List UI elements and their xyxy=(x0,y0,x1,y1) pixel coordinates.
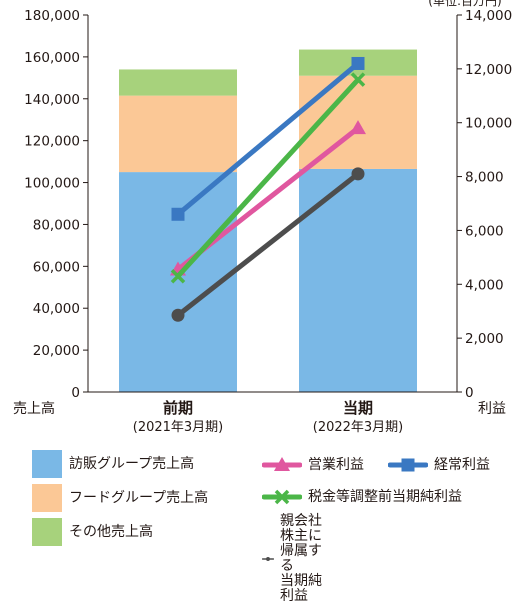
line-series-3 xyxy=(175,171,361,318)
legend-item-line-0: 営業利益 xyxy=(262,456,364,474)
unit-note: (単位:百万円) xyxy=(428,0,501,8)
axes-group xyxy=(87,15,458,393)
legend-marker-symbol xyxy=(274,457,290,471)
line-series-2 xyxy=(175,77,361,279)
line-series-1 xyxy=(175,60,361,217)
legend-label: 経常利益 xyxy=(434,457,490,473)
bar-0-1 xyxy=(299,168,417,392)
line-point-0-1 xyxy=(350,120,366,135)
category-sublabel: (2022年3月期) xyxy=(313,420,404,435)
left-tick-label: 40,000 xyxy=(33,301,80,317)
bar-2-0 xyxy=(119,69,237,96)
chart: 0 20,000 40,000 60,000 80,000 100,000 120,000 1… xyxy=(13,0,512,435)
line-point-1-0 xyxy=(171,207,185,221)
bars-group xyxy=(119,49,417,392)
right-tick-label: 10,000 xyxy=(465,116,512,132)
right-tick-label: 12,000 xyxy=(465,62,512,78)
line-point-1-1 xyxy=(351,56,365,70)
line-point-3-1 xyxy=(351,167,365,181)
legend-label: フードグループ売上高 xyxy=(69,490,209,506)
left-tick-label: 60,000 xyxy=(33,259,80,275)
legend-item-bar-0: 訪販グループ売上高 xyxy=(32,450,194,478)
left-tick-label: 80,000 xyxy=(33,217,80,233)
legend-label: 営業利益 xyxy=(308,457,364,473)
legend-item-line-1: 経常利益 xyxy=(388,456,490,474)
legend-item-line-2: 税金等調整前当期純利益 xyxy=(262,488,462,506)
left-tick-label: 120,000 xyxy=(24,134,80,150)
legend-swatch xyxy=(32,450,62,478)
line-point-2-0 xyxy=(170,268,186,284)
legend-label: 税金等調整前当期純利益 xyxy=(308,489,462,505)
legend-marker xyxy=(262,557,274,561)
left-tick-label: 180,000 xyxy=(24,8,80,24)
legend-marker-symbol xyxy=(274,489,290,505)
line-point-2-1 xyxy=(350,72,366,87)
right-tick-label: 0 xyxy=(465,385,474,401)
legend-marker-symbol xyxy=(266,557,270,561)
right-axis-label: 利益 xyxy=(478,401,506,417)
left-tick-label: 0 xyxy=(71,385,80,401)
left-tick-label: 20,000 xyxy=(33,343,80,359)
legend-item-line-3: 親会社株主に帰属する 当期純利益 xyxy=(262,514,322,604)
legend-marker xyxy=(262,457,302,471)
legend-marker xyxy=(262,489,302,505)
category-label: 当期 xyxy=(343,399,373,417)
left-tick-label: 140,000 xyxy=(24,92,80,108)
right-tick-label: 8,000 xyxy=(465,170,504,186)
legend-swatch xyxy=(32,518,62,546)
bar-1-0 xyxy=(119,95,237,173)
right-tick-label: 6,000 xyxy=(465,223,504,239)
right-tick-label: 14,000 xyxy=(465,8,512,24)
right-tick-label: 4,000 xyxy=(465,277,504,293)
left-axis-label: 売上高 xyxy=(13,400,55,417)
right-tick-label: 2,000 xyxy=(465,331,504,347)
legend-item-bar-1: フードグループ売上高 xyxy=(32,484,208,512)
legend-label: 親会社株主に帰属する 当期純利益 xyxy=(280,513,322,604)
legend-item-bar-2: その他売上高 xyxy=(32,518,153,546)
left-tick-label: 100,000 xyxy=(24,176,80,192)
category-labels: 前期 (2021年3月期) 当期 (2022年3月期) xyxy=(133,399,404,435)
left-tick-label: 160,000 xyxy=(24,50,80,66)
right-ticks: 0 2,000 4,000 6,000 8,000 10,000 12,000 14,000 xyxy=(457,8,512,401)
legend-marker xyxy=(388,458,428,472)
left-ticks: 0 20,000 40,000 60,000 80,000 100,000 120,000 1… xyxy=(24,8,88,401)
lines-group xyxy=(170,56,366,322)
legend-label: その他売上高 xyxy=(69,524,153,540)
line-point-3-0 xyxy=(171,308,185,322)
category-label: 前期 xyxy=(163,399,193,417)
legend-label: 訪販グループ売上高 xyxy=(69,456,195,472)
legend-marker-symbol xyxy=(401,458,415,472)
legend-swatch xyxy=(32,484,62,512)
category-sublabel: (2021年3月期) xyxy=(133,420,224,435)
